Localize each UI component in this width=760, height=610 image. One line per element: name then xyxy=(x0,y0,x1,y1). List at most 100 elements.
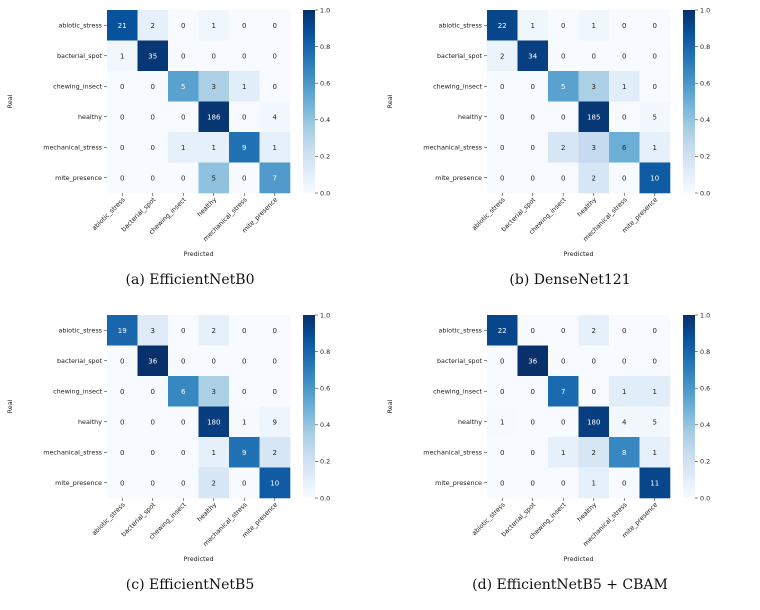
y-tick-label: mechanical_stress xyxy=(423,449,482,457)
cell-value: 0 xyxy=(212,357,216,365)
cell-value: 2 xyxy=(592,327,596,335)
heatmap-cell xyxy=(168,10,199,41)
cell-value: 0 xyxy=(592,357,596,365)
cell-value: 0 xyxy=(181,22,185,30)
x-axis-label: Predicted xyxy=(564,555,594,563)
heatmap-cell xyxy=(229,132,260,163)
cell-value: 0 xyxy=(500,113,504,121)
heatmap-cell xyxy=(137,132,169,163)
colorbar-tick-label: 1.0 xyxy=(320,311,330,319)
heatmap-cell xyxy=(229,345,260,377)
heatmap-cell xyxy=(639,437,671,468)
colorbar-tick-label: 0.2 xyxy=(320,458,330,466)
heatmap-cell xyxy=(137,101,169,133)
heatmap-cell xyxy=(168,162,199,194)
heatmap-cell xyxy=(168,467,199,499)
heatmap-cell xyxy=(137,71,169,102)
y-tick-label: healthy xyxy=(78,418,102,426)
heatmap-cell xyxy=(517,101,549,133)
heatmap-cell xyxy=(487,376,518,407)
cell-value: 10 xyxy=(650,174,659,182)
heatmap-cell xyxy=(198,71,230,102)
heatmap-cell xyxy=(548,467,579,499)
cell-value: 180 xyxy=(587,418,600,426)
cell-value: 4 xyxy=(622,418,627,426)
cell-value: 6 xyxy=(181,388,186,396)
y-tick-label: mite_presence xyxy=(55,174,102,182)
heatmap-cell xyxy=(517,40,549,72)
heatmap-cell xyxy=(137,376,169,407)
y-tick-label: healthy xyxy=(78,113,102,121)
cell-value: 2 xyxy=(500,52,504,60)
cell-value: 4 xyxy=(273,113,278,121)
heatmap-cell xyxy=(229,406,260,438)
cell-value: 0 xyxy=(120,357,124,365)
cell-value: 1 xyxy=(622,83,626,91)
cell-value: 1 xyxy=(592,22,596,30)
heatmap-cell xyxy=(548,132,579,163)
heatmap-cell xyxy=(198,132,230,163)
cell-value: 0 xyxy=(531,388,535,396)
cell-value: 1 xyxy=(653,388,657,396)
cell-value: 0 xyxy=(151,174,155,182)
heatmap-cell xyxy=(578,132,610,163)
cell-value: 0 xyxy=(242,52,246,60)
cell-value: 1 xyxy=(212,449,216,457)
cell-value: 3 xyxy=(212,83,216,91)
colorbar-tick-label: 0.4 xyxy=(320,421,330,429)
y-axis-label: Real xyxy=(386,399,394,413)
cell-value: 1 xyxy=(592,479,596,487)
heatmap-cell xyxy=(137,406,169,438)
cell-value: 7 xyxy=(561,388,565,396)
x-tick-label: healthy xyxy=(576,196,599,219)
heatmap-cell xyxy=(229,467,260,499)
heatmap-cell xyxy=(107,71,138,102)
cell-value: 11 xyxy=(650,479,659,487)
heatmap-cell xyxy=(259,10,291,41)
cell-value: 2 xyxy=(212,327,216,335)
cell-value: 0 xyxy=(561,174,565,182)
cell-value: 0 xyxy=(500,388,504,396)
cell-value: 0 xyxy=(561,479,565,487)
heatmap-cell xyxy=(548,315,579,346)
heatmap-cell xyxy=(229,376,260,407)
cell-value: 5 xyxy=(653,113,657,121)
colorbar-tick-label: 0.6 xyxy=(320,80,330,88)
heatmap-cell xyxy=(578,467,610,499)
heatmap-cell xyxy=(639,467,671,499)
y-tick-label: abiotic_stress xyxy=(438,327,482,335)
y-axis-label: Real xyxy=(6,399,14,413)
cell-value: 2 xyxy=(592,174,596,182)
cell-value: 0 xyxy=(622,357,626,365)
heatmap-cell xyxy=(548,101,579,133)
colorbar-tick-label: 1.0 xyxy=(700,6,710,14)
cell-value: 0 xyxy=(242,22,246,30)
heatmap-cell xyxy=(137,315,169,346)
cell-value: 0 xyxy=(273,388,277,396)
cell-value: 0 xyxy=(120,113,124,121)
heatmap-cell xyxy=(487,10,518,41)
heatmap-cell xyxy=(548,40,579,72)
heatmap-cell xyxy=(229,40,260,72)
heatmap-svg-c: 19 3 0 2 0 00 36 0 0 0 00 0 6 3 0 00 0 0 180 1 90 0 0 1 9 20 0 0 2 0 1… xyxy=(6,311,330,563)
heatmap-cell xyxy=(168,437,199,468)
cell-value: 0 xyxy=(181,418,185,426)
heatmap-cell xyxy=(198,406,230,438)
cell-value: 7 xyxy=(273,174,277,182)
heatmap-cell xyxy=(168,315,199,346)
heatmap-cell xyxy=(198,40,230,72)
heatmap-cell xyxy=(517,376,549,407)
cell-value: 1 xyxy=(653,449,657,457)
cell-value: 0 xyxy=(242,113,246,121)
cell-value: 0 xyxy=(500,83,504,91)
heatmap-cell xyxy=(487,71,518,102)
cell-value: 0 xyxy=(273,22,277,30)
heatmap-cell xyxy=(639,345,671,377)
heatmap-cell xyxy=(609,345,640,377)
cell-value: 0 xyxy=(242,174,246,182)
y-tick-label: healthy xyxy=(458,418,482,426)
x-tick-label: healthy xyxy=(196,501,219,524)
cell-value: 0 xyxy=(653,327,657,335)
cell-value: 36 xyxy=(148,357,157,365)
colorbar-tick-label: 0.6 xyxy=(320,385,330,393)
